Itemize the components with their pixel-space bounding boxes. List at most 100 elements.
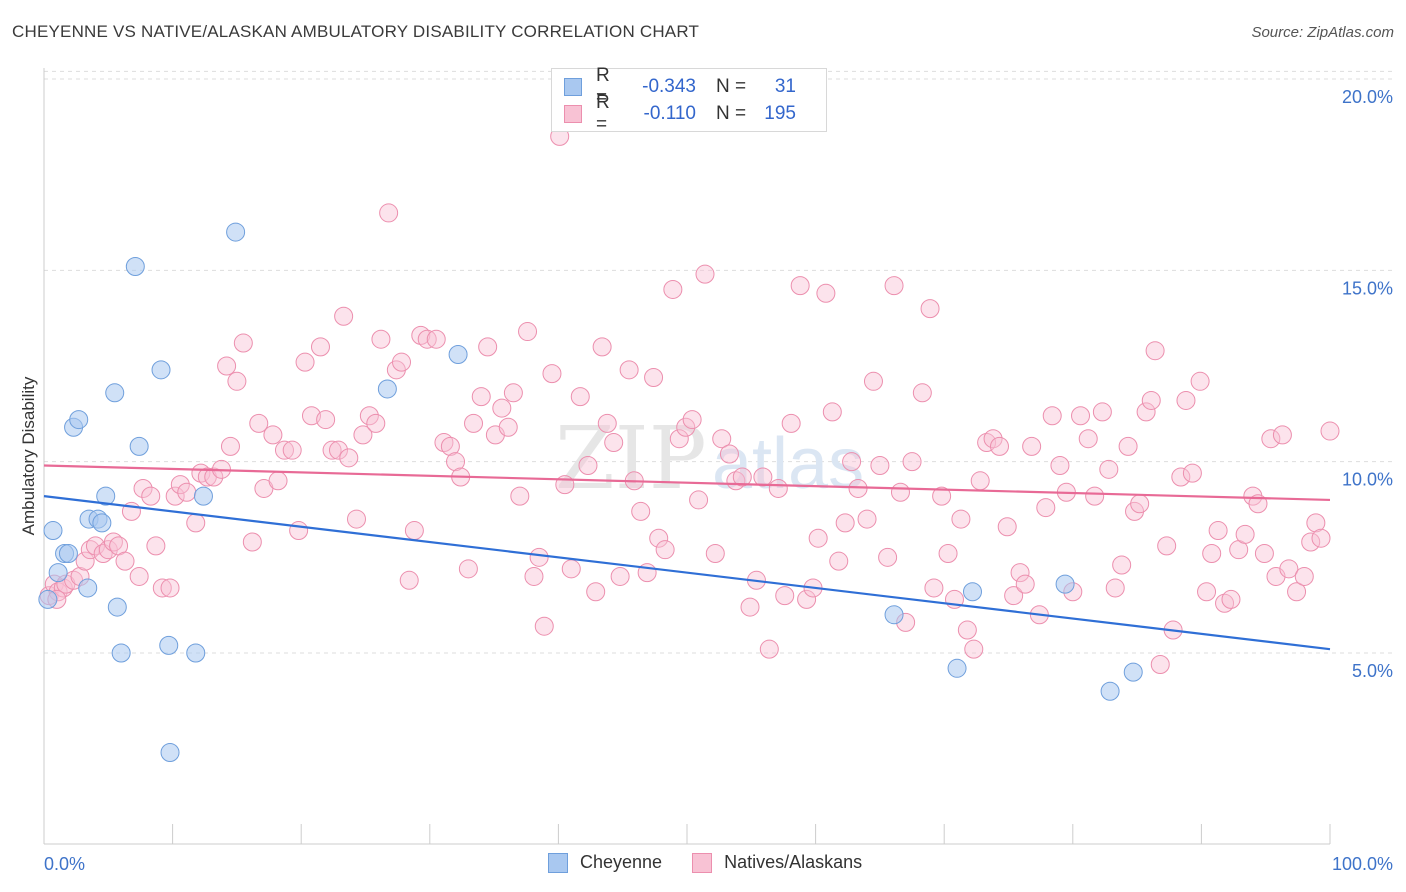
natives-alaskans-point (902, 452, 922, 472)
cheyenne-point (159, 635, 179, 655)
natives-alaskans-point (682, 410, 702, 430)
natives-alaskans-point (676, 417, 696, 437)
y-axis-label: Ambulatory Disability (19, 376, 38, 535)
natives-alaskans-point (346, 509, 366, 529)
natives-alaskans-point (1010, 563, 1030, 583)
natives-alaskans-point (1099, 459, 1119, 479)
natives-alaskans-point (464, 413, 484, 433)
natives-alaskans-point (379, 203, 399, 223)
natives-alaskans-point (1294, 566, 1314, 586)
natives-alaskans-point (503, 383, 523, 403)
natives-alaskans-point (578, 455, 598, 475)
y-tick-label: 10.0% (1342, 470, 1393, 490)
natives-alaskans-point (997, 517, 1017, 537)
natives-alaskans-point (141, 486, 161, 506)
natives-alaskans-point (884, 276, 904, 296)
natives-alaskans-point (695, 264, 715, 284)
natives-alaskans-point (781, 413, 801, 433)
natives-alaskans-point (705, 544, 725, 564)
series-legend: Cheyenne Natives/Alaskans (548, 852, 892, 873)
legend-label: Cheyenne (580, 852, 663, 872)
legend-row-cheyenne: R = -0.343 N = 31 (564, 65, 796, 108)
natives-alaskans-point (924, 578, 944, 598)
natives-alaskans-point (1190, 371, 1210, 391)
natives-alaskans-point (1171, 467, 1191, 487)
natives-alaskans-point (165, 486, 185, 506)
natives-alaskans-point (440, 436, 460, 456)
natives-alaskans-point (964, 639, 984, 659)
natives-alaskans-point (644, 367, 664, 387)
natives-alaskans-point (1248, 494, 1268, 514)
natives-alaskans-point (217, 356, 237, 376)
natives-alaskans-point (863, 371, 883, 391)
natives-alaskans-point (655, 540, 675, 560)
natives-alaskans-point (1176, 390, 1196, 410)
natives-alaskans-point (263, 425, 283, 445)
x-tick-label-start: 0.0% (44, 854, 85, 874)
watermark: ZIP atlas (555, 409, 864, 509)
natives-alaskans-point (732, 467, 752, 487)
natives-alaskans-point (478, 337, 498, 357)
r-label: R = (596, 65, 610, 108)
natives-alaskans-point (619, 360, 639, 380)
natives-alaskans-point (366, 413, 386, 433)
natives-alaskans-point (1202, 544, 1222, 564)
natives-alaskans-point (1112, 555, 1132, 575)
natives-alaskans-point (957, 620, 977, 640)
legend-item-natives[interactable]: Natives/Alaskans (692, 852, 862, 873)
natives-alaskans-point (233, 333, 253, 353)
natives-alaskans-point (529, 547, 549, 567)
natives-alaskans-point (932, 486, 952, 506)
natives-alaskans-point (592, 337, 612, 357)
legend-item-cheyenne[interactable]: Cheyenne (548, 852, 662, 873)
natives-alaskans-point (1004, 586, 1024, 606)
trend-lines (43, 464, 1331, 651)
natives-alaskans-point (857, 509, 877, 529)
source-label: Source: ZipAtlas.com (1251, 24, 1394, 41)
cheyenne-point (111, 643, 131, 663)
natives-alaskans-point (689, 490, 709, 510)
natives-alaskans-point (146, 536, 166, 556)
grid-lines (44, 70, 1392, 654)
natives-alaskans-point (220, 436, 240, 456)
natives-alaskans-point (1130, 494, 1150, 514)
r-value: -0.343 (642, 76, 696, 97)
cheyenne-point (947, 658, 967, 678)
natives-alaskans-point (399, 570, 419, 590)
natives-alaskans-point (426, 329, 446, 349)
natives-alaskans-point (1022, 436, 1042, 456)
natives-alaskans-point (1182, 463, 1202, 483)
natives-alaskans-point (759, 639, 779, 659)
natives-alaskans-point (289, 521, 309, 541)
cheyenne-point (377, 379, 397, 399)
natives-alaskans-point (561, 559, 581, 579)
cheyenne-point (884, 605, 904, 625)
cheyenne-point (1100, 681, 1120, 701)
watermark-atlas: atlas (712, 424, 864, 504)
cheyenne-point (38, 589, 58, 609)
natives-swatch (564, 105, 582, 123)
natives-alaskans-point (115, 551, 135, 571)
legend-row-natives: R = -0.110 N = 195 (564, 92, 796, 135)
natives-alaskans-point (1235, 524, 1255, 544)
natives-alaskans-point (75, 551, 95, 571)
natives-alaskans-point (1015, 574, 1035, 594)
natives-alaskans-point (1092, 402, 1112, 422)
n-label: N = (716, 76, 747, 97)
x-tick-label-end: 100.0% (1332, 854, 1393, 874)
natives-alaskans-point (492, 398, 512, 418)
natives-alaskans-point (328, 440, 348, 460)
cheyenne-point (92, 513, 112, 533)
natives-alaskans-point (1050, 455, 1070, 475)
cheyenne-point (226, 222, 246, 242)
natives-alaskans-point (951, 509, 971, 529)
cheyenne-point (48, 563, 68, 583)
natives-alaskans-point (1272, 425, 1292, 445)
natives-alaskans-point (1287, 582, 1307, 602)
natives-alaskans-point (808, 528, 828, 548)
natives-alaskans-point (1071, 406, 1091, 426)
natives-alaskans-point (597, 413, 617, 433)
natives-alaskans-point (392, 352, 412, 372)
tick-labels: 5.0% 10.0% 15.0% 20.0% 0.0% 100.0% Ambulatory … (19, 87, 1393, 874)
